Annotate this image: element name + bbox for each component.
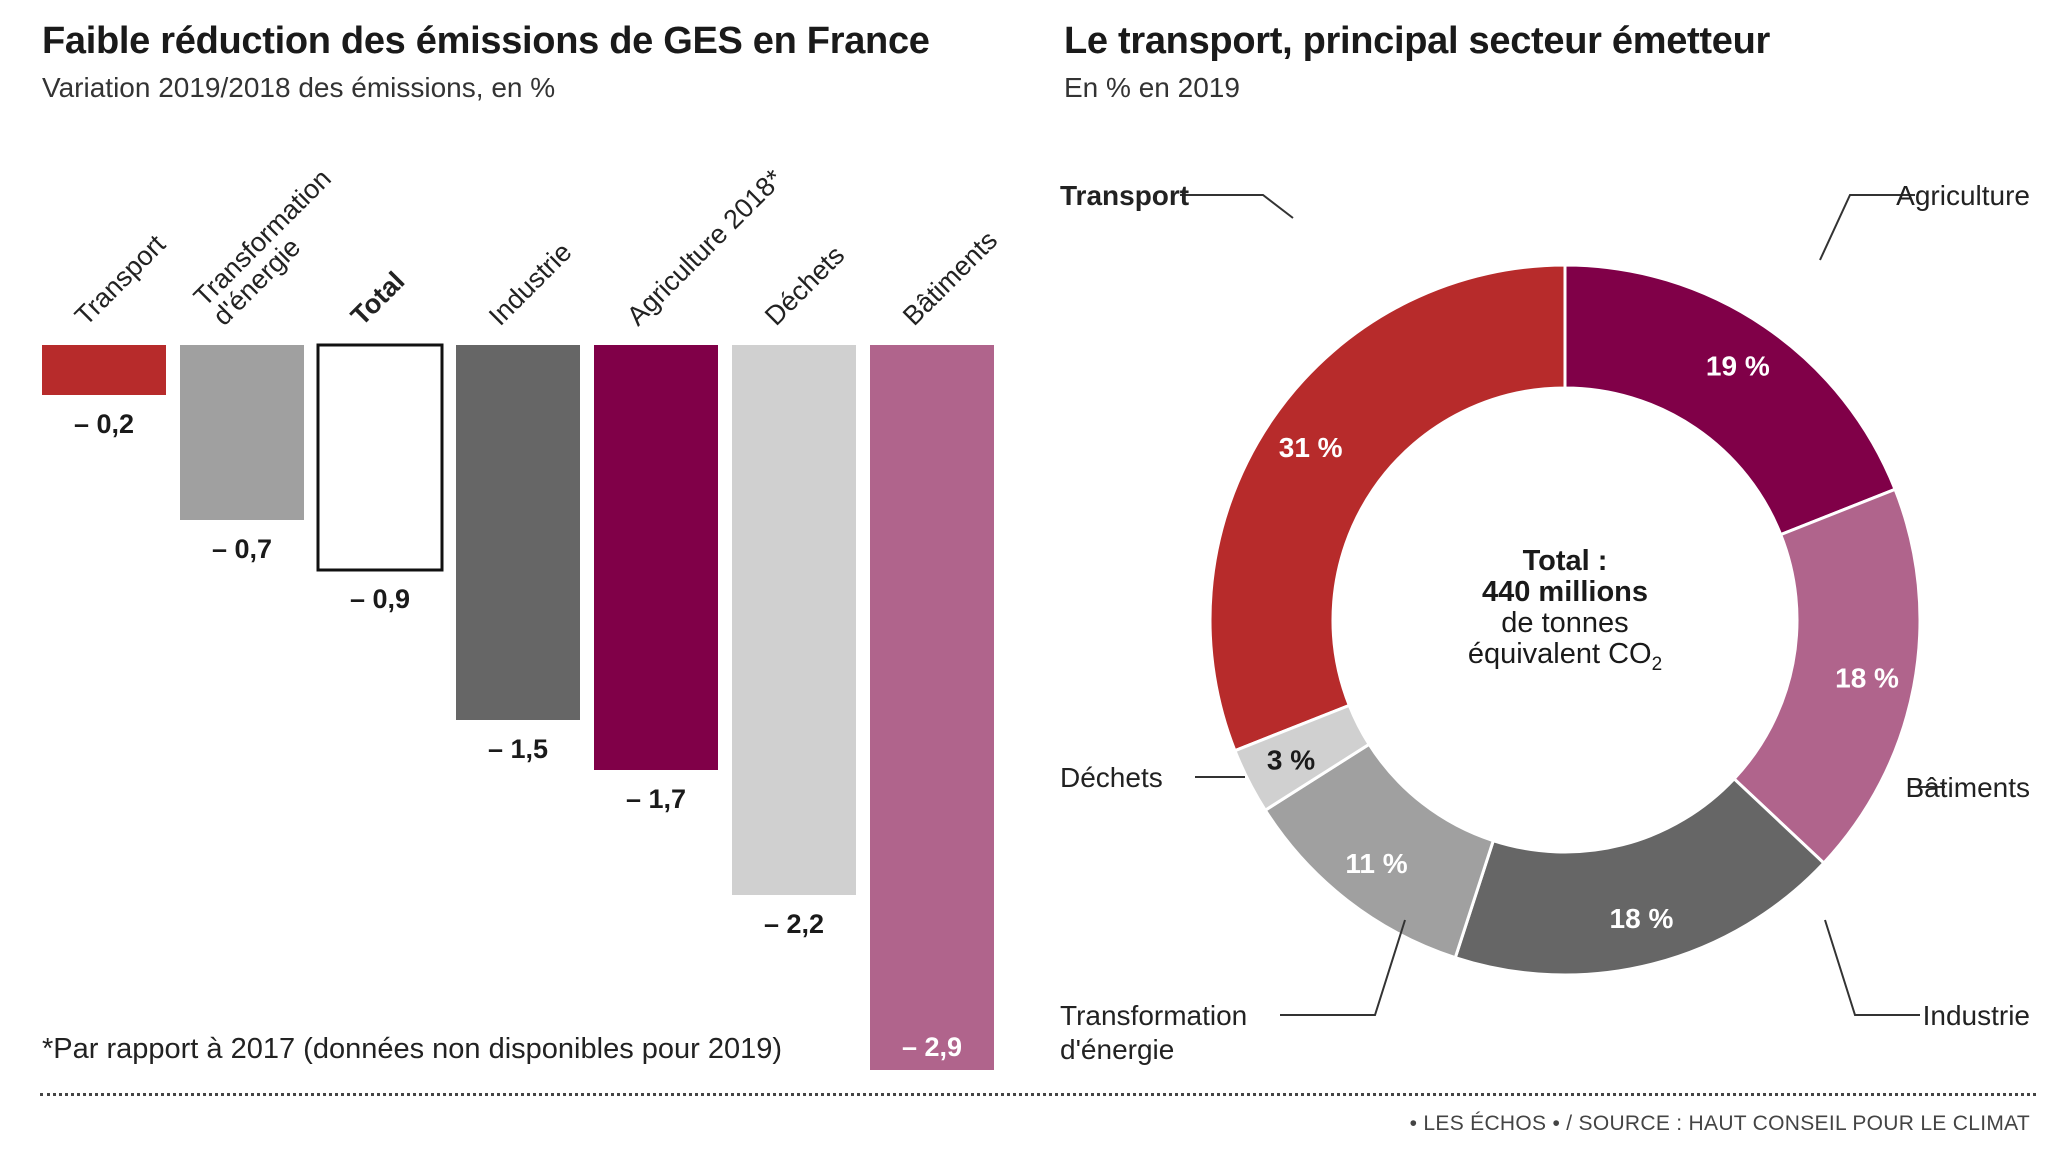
slice-transport [1208, 263, 1567, 753]
donut-chart-subtitle: En % en 2019 [1064, 72, 1240, 103]
category-label-industrie: Industrie [483, 237, 577, 331]
category-label-text: Transport [69, 229, 172, 332]
category-label-dechets: Déchets [759, 240, 850, 331]
slice-label-batiments: 18 % [1835, 663, 1899, 694]
source-credit: • LES ÉCHOS • / SOURCE : HAUT CONSEIL PO… [1409, 1112, 2030, 1135]
leader-line-transformation-d-energie [1280, 919, 1406, 1016]
slice-industrie [1453, 776, 1826, 977]
bar-transport [42, 345, 166, 395]
category-label-text: Déchets [759, 240, 850, 331]
category-label-industrie: Industrie [1923, 1000, 2030, 1031]
bar-agriculture-2018 [594, 345, 718, 770]
value-label-total: – 0,9 [350, 584, 410, 614]
slice-label-agriculture: 19 % [1706, 351, 1770, 382]
dotted-separator [40, 1093, 2036, 1096]
footnote: *Par rapport à 2017 (données non disponi… [42, 1033, 783, 1065]
donut-chart-title: Le transport, principal secteur émetteur [1064, 20, 1770, 62]
slice-agriculture [1563, 263, 1898, 537]
slice-label-industrie: 18 % [1610, 903, 1674, 934]
category-label-text: Total [345, 266, 410, 331]
category-label-agriculture: Agriculture [1896, 180, 2030, 211]
center-total-label: Total : [1523, 545, 1608, 577]
bar-dechets [732, 345, 856, 895]
value-label-agriculture-2018: – 1,7 [626, 784, 686, 814]
category-label-transformation-d-energie: Transformation [1060, 1000, 1247, 1031]
value-label-transport: – 0,2 [74, 409, 134, 439]
category-label-transport: Transport [69, 229, 172, 332]
category-label-text: Industrie [483, 237, 577, 331]
center-unit-text: équivalent CO [1468, 638, 1652, 670]
slice-label-transformation-d-energie: 11 % [1345, 848, 1407, 879]
bar-batiments [870, 345, 994, 1070]
slice-dechets [1232, 703, 1372, 813]
bar-transformation-d-energie [180, 345, 304, 520]
value-label-industrie: – 1,5 [488, 734, 548, 764]
value-label-transformation-d-energie: – 0,7 [212, 534, 272, 564]
category-label-transformation-d-energie: d'énergie [1060, 1034, 1174, 1065]
co2-subscript: 2 [1652, 654, 1663, 675]
category-label-text: Bâtiments [897, 225, 1003, 331]
bar-chart-title: Faible réduction des émissions de GES en… [42, 20, 930, 62]
leader-line-industrie [1824, 919, 1920, 1016]
slice-label-dechets: 3 % [1267, 745, 1315, 776]
category-label-batiments: Bâtiments [897, 225, 1003, 331]
slice-batiments [1732, 487, 1922, 866]
value-label-dechets: – 2,2 [764, 909, 824, 939]
center-unit-line1: de tonnes [1501, 607, 1628, 639]
bar-chart-subtitle: Variation 2019/2018 des émissions, en % [42, 72, 556, 103]
bar-industrie [456, 345, 580, 720]
category-label-total: Total [345, 266, 410, 331]
center-total-value: 440 millions [1482, 576, 1648, 608]
leader-line-transport [1180, 194, 1294, 219]
category-label-dechets: Déchets [1060, 762, 1163, 793]
center-unit-line2: équivalent CO2 [1468, 638, 1662, 675]
slice-label-transport: 31 % [1279, 432, 1343, 463]
category-label-batiments: Bâtiments [1906, 772, 2031, 803]
bar-chart: – 0,2 Transport – 0,7 Transformationd'énerg… [42, 163, 1003, 1070]
donut-chart: 31 % 19 % 18 % 18 % 11 % 3 % Transport Agricult… [1060, 180, 2031, 1065]
leader-line-agriculture [1819, 194, 1915, 261]
value-label-batiments: – 2,9 [902, 1032, 962, 1062]
category-label-transport: Transport [1060, 180, 1189, 211]
bar-total [316, 343, 444, 572]
